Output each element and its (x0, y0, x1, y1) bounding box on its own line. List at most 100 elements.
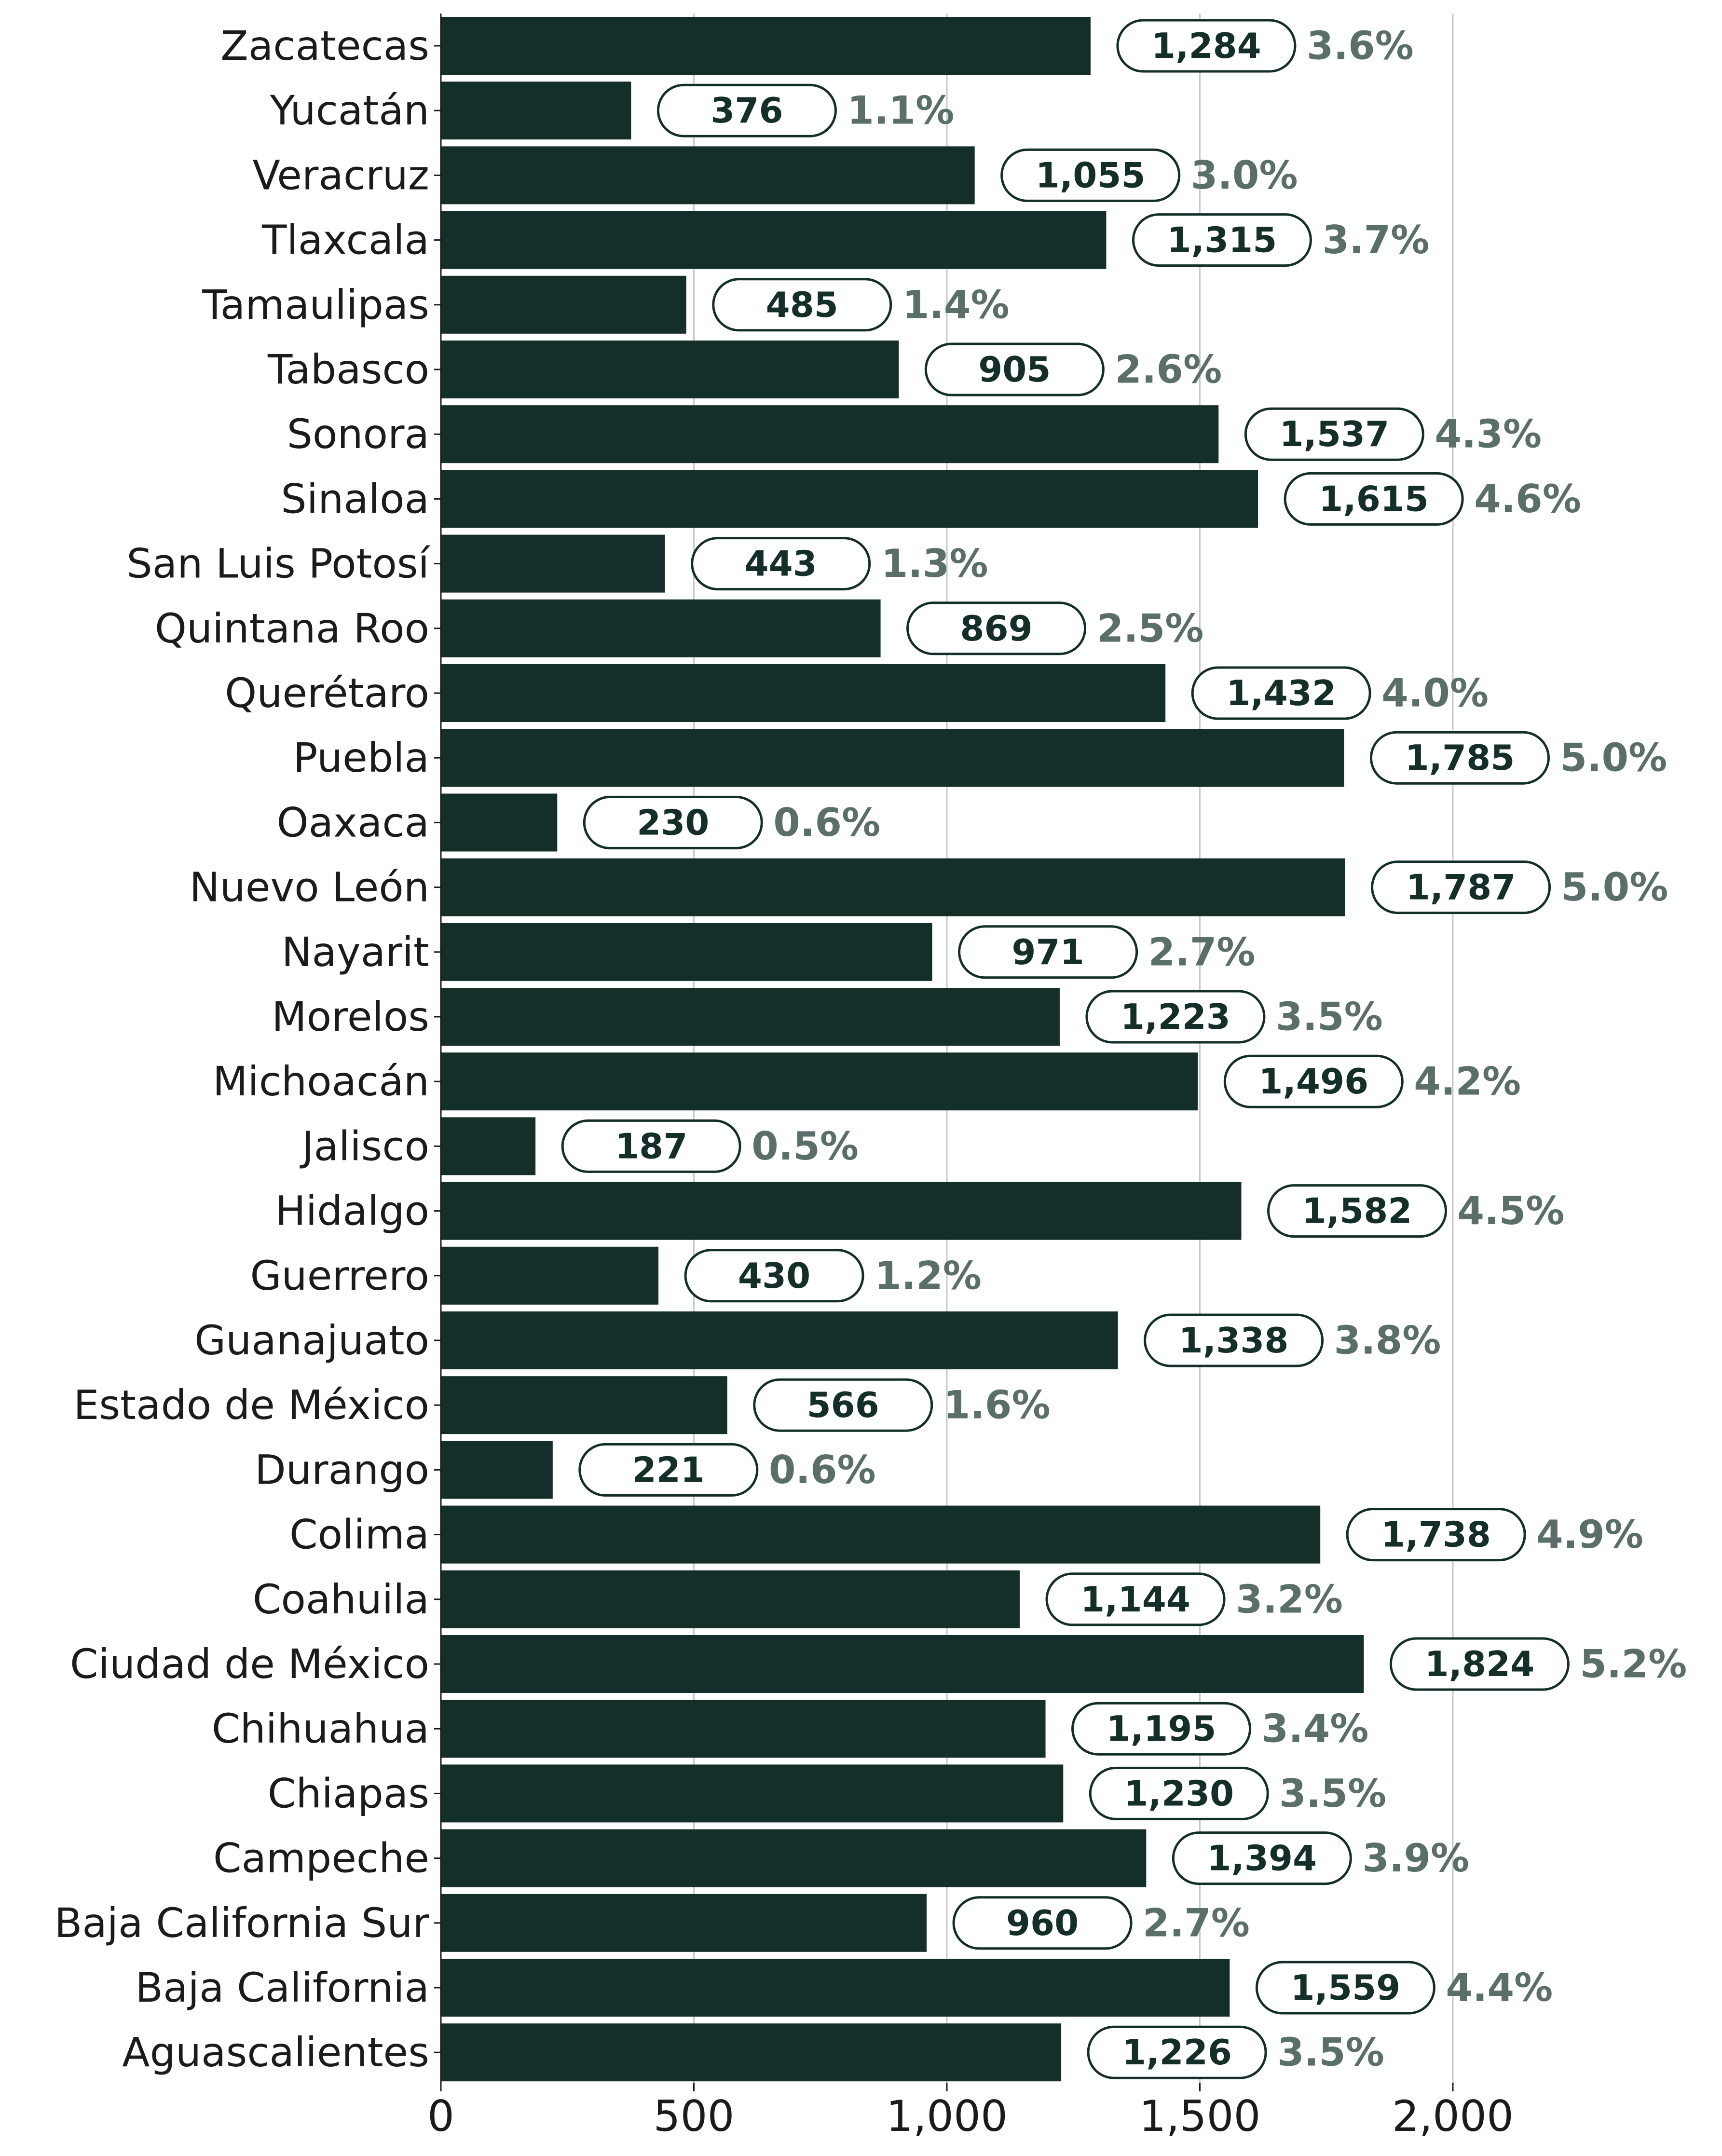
bar-morelos (441, 988, 1060, 1046)
value-label-nayarit: 971 (1011, 932, 1084, 972)
value-label-nuevo-leon: 1,787 (1406, 867, 1516, 908)
value-label-michoacan: 1,496 (1258, 1061, 1368, 1102)
percent-label-coahuila: 3.2% (1236, 1577, 1343, 1622)
value-label-yucatan: 376 (711, 90, 783, 131)
category-label-queretaro: Querétaro (225, 669, 429, 717)
value-pill-morelos (1085, 990, 1266, 1044)
percent-label-guerrero: 1.2% (875, 1253, 982, 1298)
category-label-tamaulipas: Tamaulipas (202, 281, 429, 328)
bar-queretaro (441, 664, 1166, 722)
percent-label-san-luis-potosi: 1.3% (881, 541, 988, 586)
bar-zacatecas (441, 17, 1091, 75)
value-pill-tamaulipas (712, 278, 892, 332)
category-label-yucatan: Yucatán (270, 87, 429, 134)
percent-label-baja-california-sur: 2.7% (1143, 1900, 1250, 1945)
value-pill-hidalgo (1267, 1184, 1448, 1238)
value-pill-guanajuato (1144, 1313, 1324, 1367)
percent-label-guanajuato: 3.8% (1334, 1318, 1441, 1363)
bar-guerrero (441, 1246, 659, 1305)
category-label-zacatecas: Zacatecas (220, 22, 429, 69)
value-pill-puebla (1369, 731, 1550, 785)
category-label-nuevo-leon: Nuevo León (190, 864, 429, 911)
value-pill-jalisco (561, 1119, 741, 1173)
category-label-guerrero: Guerrero (250, 1252, 429, 1299)
category-label-hidalgo: Hidalgo (275, 1187, 429, 1235)
value-pill-nuevo-leon (1371, 860, 1551, 914)
value-pill-durango (578, 1443, 759, 1497)
percent-label-estado-de-mexico: 1.6% (943, 1383, 1051, 1428)
bar-campeche (441, 1829, 1147, 1887)
category-label-tabasco: Tabasco (267, 346, 429, 393)
value-label-tlaxcala: 1,315 (1167, 220, 1277, 260)
value-label-coahuila: 1,144 (1080, 1579, 1190, 1620)
value-pill-queretaro (1191, 666, 1371, 720)
category-label-sinaloa: Sinaloa (281, 475, 429, 522)
category-label-colima: Colima (289, 1511, 429, 1558)
category-label-baja-california: Baja California (136, 1964, 430, 2011)
value-pill-san-luis-potosi (691, 537, 871, 591)
value-pill-baja-california-sur (952, 1896, 1133, 1950)
category-label-veracruz: Veracruz (252, 151, 429, 199)
bar-michoacan (441, 1052, 1198, 1111)
value-label-sinaloa: 1,615 (1319, 478, 1429, 519)
category-label-durango: Durango (255, 1446, 429, 1493)
value-label-colima: 1,738 (1381, 1515, 1491, 1555)
percent-label-tabasco: 2.6% (1115, 347, 1222, 392)
category-label-coahuila: Coahuila (253, 1576, 429, 1623)
bar-colima (441, 1505, 1321, 1564)
value-label-durango: 221 (632, 1449, 705, 1490)
category-label-ciudad-de-mexico: Ciudad de México (70, 1640, 429, 1688)
category-label-chiapas: Chiapas (268, 1770, 429, 1817)
value-label-tabasco: 905 (978, 349, 1051, 390)
value-pill-yucatan (656, 83, 837, 137)
percent-label-veracruz: 3.0% (1191, 153, 1298, 198)
bar-chiapas (441, 1764, 1064, 1823)
value-label-aguascalientes: 1,226 (1122, 2032, 1232, 2073)
bar-veracruz (441, 146, 975, 205)
bar-guanajuato (441, 1311, 1118, 1369)
category-label-tlaxcala: Tlaxcala (261, 217, 429, 264)
percent-label-morelos: 3.5% (1276, 995, 1383, 1039)
percent-label-yucatan: 1.1% (847, 88, 954, 133)
x-tick-label-2000: 2,000 (1392, 2091, 1514, 2141)
bar-tlaxcala (441, 211, 1107, 269)
value-pill-chihuahua (1071, 1702, 1252, 1756)
value-label-estado-de-mexico: 566 (807, 1385, 879, 1425)
axis-layer: 0 500 1,000 1,500 2,000 (427, 14, 1514, 2141)
value-label-sonora: 1,537 (1279, 414, 1389, 454)
value-label-hidalgo: 1,582 (1302, 1191, 1412, 1231)
category-label-michoacan: Michoacán (213, 1058, 429, 1105)
bar-jalisco (441, 1117, 536, 1175)
percent-label-baja-california: 4.4% (1446, 1965, 1553, 2010)
value-label-baja-california-sur: 960 (1006, 1903, 1079, 1943)
value-label-quintana-roo: 869 (960, 608, 1032, 649)
percent-label-nayarit: 2.7% (1148, 929, 1256, 974)
x-tick-label-1000: 1,000 (886, 2091, 1008, 2141)
percent-label-aguascalientes: 3.5% (1277, 2030, 1384, 2075)
bar-aguascalientes (441, 2023, 1062, 2082)
x-tick-label-1500: 1,500 (1139, 2091, 1261, 2141)
bar-ciudad-de-mexico (441, 1635, 1364, 1693)
category-label-chihuahua: Chihuahua (212, 1705, 429, 1752)
bar-sinaloa (441, 470, 1258, 528)
category-label-sonora: Sonora (287, 410, 429, 458)
percent-label-chihuahua: 3.4% (1262, 1706, 1369, 1751)
value-label-veracruz: 1,055 (1036, 155, 1146, 195)
bar-durango (441, 1441, 553, 1499)
percent-label-queretaro: 4.0% (1381, 671, 1489, 716)
value-pill-oaxaca (583, 795, 763, 849)
percent-label-campeche: 3.9% (1362, 1836, 1469, 1881)
value-label-baja-california: 1,559 (1291, 1967, 1401, 2008)
bar-estado-de-mexico (441, 1376, 727, 1434)
bar-hidalgo (441, 1182, 1242, 1240)
percent-label-zacatecas: 3.6% (1307, 24, 1414, 68)
category-label-estado-de-mexico: Estado de México (73, 1381, 429, 1429)
bar-tamaulipas (441, 275, 686, 334)
percent-label-durango: 0.6% (769, 1447, 876, 1492)
value-label-puebla: 1,785 (1405, 737, 1515, 778)
value-pill-michoacan (1223, 1054, 1404, 1108)
percent-label-colima: 4.9% (1536, 1512, 1643, 1557)
value-pill-veracruz (1000, 148, 1181, 202)
value-pill-tabasco (924, 342, 1105, 396)
